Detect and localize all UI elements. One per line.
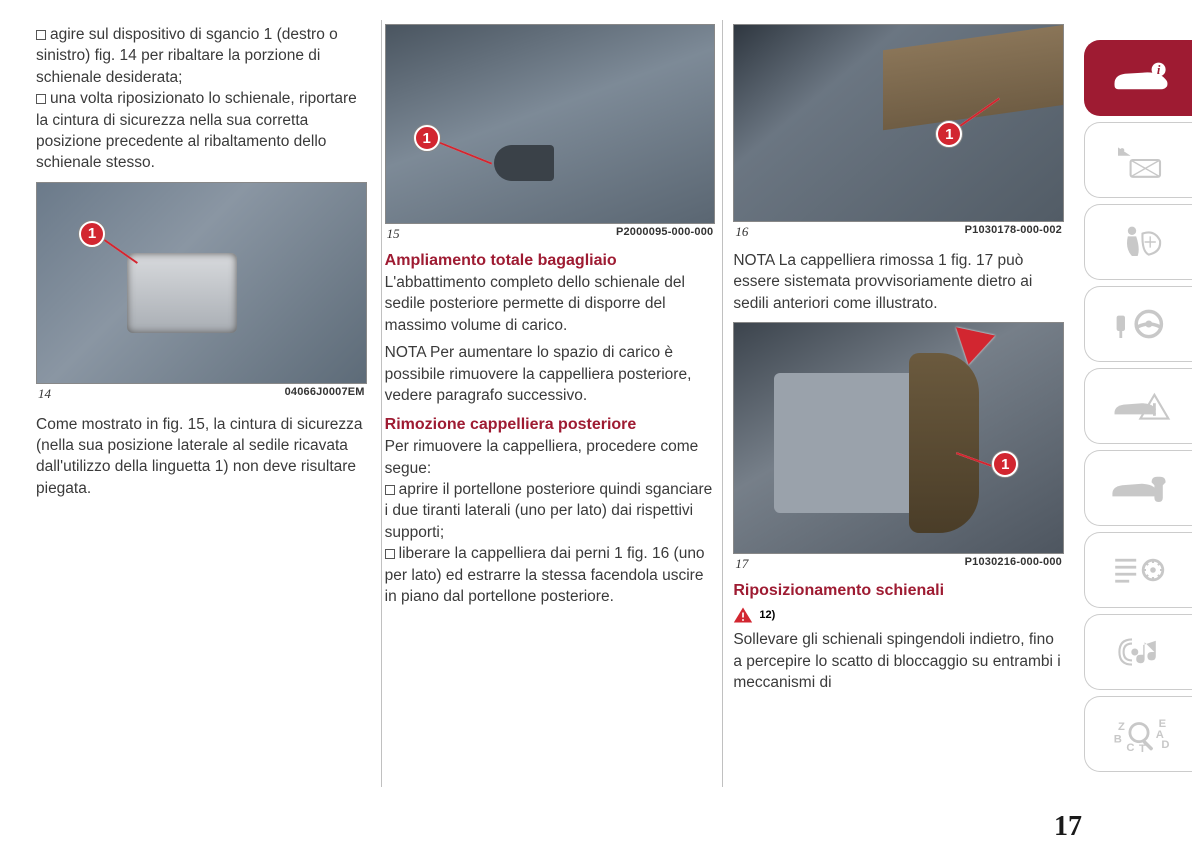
callout-marker: 1 <box>414 125 440 151</box>
figure-caption: 17 P1030216-000-000 <box>733 556 1064 572</box>
sidebar-tabs: i ZBEADCT <box>1076 0 1200 847</box>
figure-caption: 16 P1030178-000-002 <box>733 224 1064 240</box>
tab-specifications[interactable] <box>1084 532 1192 608</box>
svg-text:C: C <box>1126 742 1134 754</box>
svg-text:T: T <box>1139 743 1146 755</box>
figure-number: 14 <box>38 386 51 402</box>
tab-keys-steering[interactable] <box>1084 286 1192 362</box>
tab-lights[interactable] <box>1084 122 1192 198</box>
body-text: Come mostrato in fig. 15, la cintura di … <box>36 414 367 500</box>
shelf-stowed-shape <box>909 353 979 533</box>
body-text: liberare la cappelliera dai perni 1 fig.… <box>385 543 716 607</box>
bullet-icon <box>385 485 395 495</box>
body-text: Sollevare gli schienali spingendoli indi… <box>733 629 1064 693</box>
column-divider <box>722 20 723 787</box>
seat-release-shape <box>127 253 237 333</box>
body-text: una volta riposizionato lo schienale, ri… <box>36 88 367 174</box>
manual-page: agire sul dispositivo di sgancio 1 (dest… <box>0 0 1200 847</box>
figure-code: P1030216-000-000 <box>965 556 1062 572</box>
body-text: L'abbattimento completo dello schienale … <box>385 272 716 336</box>
tab-vehicle-info[interactable]: i <box>1084 40 1192 116</box>
column-1: agire sul dispositivo di sgancio 1 (dest… <box>36 24 367 847</box>
figure-number: 15 <box>387 226 400 242</box>
section-heading: Ampliamento totale bagagliaio <box>385 252 716 270</box>
content-columns: agire sul dispositivo di sgancio 1 (dest… <box>0 0 1076 847</box>
bullet-icon <box>36 30 46 40</box>
figure-caption: 14 04066J0007EM <box>36 386 367 402</box>
body-text: NOTA La cappelliera rimossa 1 fig. 17 pu… <box>733 250 1064 314</box>
tab-seats-airbag[interactable] <box>1084 204 1192 280</box>
body-text: Per rimuovere la cappelliera, procedere … <box>385 436 716 479</box>
leader-line <box>437 141 492 165</box>
column-3: 1 16 P1030178-000-002 NOTA La cappellier… <box>733 24 1064 847</box>
section-heading: Rimozione cappelliera posteriore <box>385 416 716 434</box>
figure-code: P2000095-000-000 <box>616 226 713 242</box>
callout-marker: 1 <box>79 221 105 247</box>
body-text: NOTA Per aumentare lo spazio di carico è… <box>385 342 716 406</box>
warning-number: 12) <box>759 609 775 621</box>
warning-icon <box>733 606 753 624</box>
body-text: aprire il portellone posteriore quindi s… <box>385 479 716 543</box>
figure-caption: 15 P2000095-000-000 <box>385 226 716 242</box>
figure-14: 1 <box>36 182 367 384</box>
tab-maintenance[interactable] <box>1084 450 1192 526</box>
leader-line <box>102 238 138 264</box>
figure-code: P1030178-000-002 <box>965 224 1062 240</box>
warning-reference: 12) <box>733 606 775 624</box>
callout-marker: 1 <box>992 451 1018 477</box>
callout-marker: 1 <box>936 121 962 147</box>
figure-16: 1 <box>733 24 1064 222</box>
svg-text:D: D <box>1161 739 1169 751</box>
svg-text:Z: Z <box>1118 721 1125 733</box>
column-divider <box>381 20 382 787</box>
svg-text:E: E <box>1158 718 1166 730</box>
seat-back-shape <box>774 373 924 513</box>
belt-tongue-shape <box>494 145 554 181</box>
section-heading: Riposizionamento schienali <box>733 582 1064 600</box>
body-text: agire sul dispositivo di sgancio 1 (dest… <box>36 24 367 88</box>
tab-index[interactable]: ZBEADCT <box>1084 696 1192 772</box>
bullet-icon <box>36 94 46 104</box>
figure-number: 16 <box>735 224 748 240</box>
figure-17: 1 <box>733 322 1064 554</box>
tab-multimedia[interactable] <box>1084 614 1192 690</box>
bullet-icon <box>385 549 395 559</box>
figure-15: 1 <box>385 24 716 224</box>
figure-code: 04066J0007EM <box>285 386 365 402</box>
page-number: 17 <box>1054 811 1082 843</box>
svg-text:B: B <box>1113 733 1121 745</box>
tab-emergency[interactable] <box>1084 368 1192 444</box>
column-2: 1 15 P2000095-000-000 Ampliamento totale… <box>385 24 716 847</box>
figure-number: 17 <box>735 556 748 572</box>
svg-text:i: i <box>1156 63 1160 77</box>
